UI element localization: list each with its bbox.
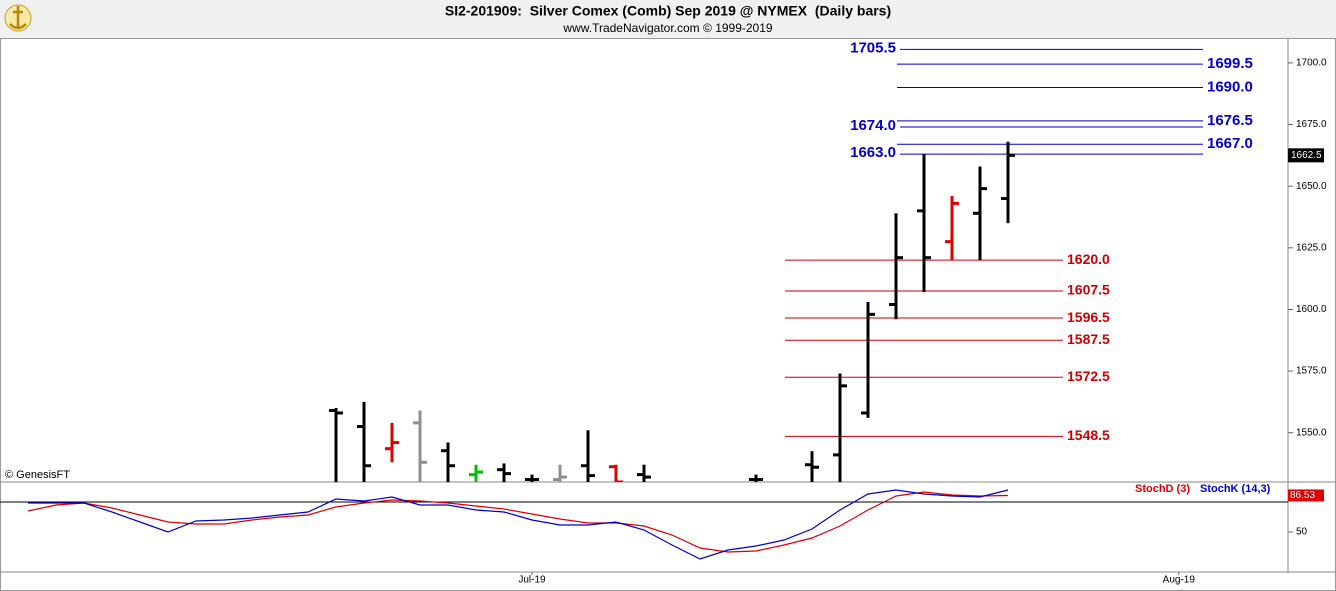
y-tick-label: 1625.0 bbox=[1296, 242, 1327, 253]
axes: 1550.0 1575.0 1600.0 1625.0 1650.0 1675.0 1700… bbox=[518, 39, 1327, 585]
y-tick-label: 1550.0 bbox=[1296, 427, 1327, 438]
stoch-line bbox=[28, 489, 1009, 560]
resistance-label: 1667.0 bbox=[1207, 135, 1253, 152]
chart-subtitle: www.TradeNavigator.com © 1999-2019 bbox=[562, 21, 772, 35]
resistance-label: 1699.5 bbox=[1207, 55, 1253, 72]
stoch-pane bbox=[0, 489, 1288, 560]
support-label: 1596.5 bbox=[1067, 309, 1110, 325]
chart-title: SI2-201909: Silver Comex (Comb) Sep 2019… bbox=[445, 3, 891, 19]
price-pane bbox=[329, 48, 1203, 482]
last-price-box bbox=[1288, 148, 1324, 163]
support-label: 1548.5 bbox=[1067, 427, 1110, 443]
last-stoch: 86.53 bbox=[1290, 490, 1315, 501]
x-tick-label: Aug-19 bbox=[1163, 575, 1196, 586]
resistance-label: 1676.5 bbox=[1207, 112, 1253, 129]
y-tick-label: 1650.0 bbox=[1296, 181, 1327, 192]
legend-entry: StochD (3) bbox=[1135, 483, 1190, 495]
header-bg bbox=[0, 0, 1336, 38]
y-tick-label: 1575.0 bbox=[1296, 366, 1327, 377]
stoch-line bbox=[27, 491, 1009, 553]
resistance-label: 1705.5 bbox=[850, 39, 896, 56]
resistance-label: 1663.0 bbox=[850, 144, 896, 161]
support-label: 1620.0 bbox=[1067, 251, 1110, 267]
frame bbox=[0, 38, 1336, 591]
support-label: 1572.5 bbox=[1067, 368, 1110, 384]
legend-entry: StochK (14,3) bbox=[1200, 483, 1271, 495]
support-label: 1607.5 bbox=[1067, 282, 1110, 298]
y-tick-label: 1600.0 bbox=[1296, 304, 1327, 315]
y2-tick-label: 50 bbox=[1296, 527, 1308, 538]
resistance-label: 1690.0 bbox=[1207, 79, 1253, 96]
y-tick-label: 1675.0 bbox=[1296, 119, 1327, 130]
source: © GenesisFT bbox=[5, 469, 70, 481]
last-stoch-box bbox=[1288, 489, 1324, 502]
y-tick-label: 1700.0 bbox=[1296, 58, 1327, 69]
support-label: 1587.5 bbox=[1067, 331, 1110, 347]
last-price: 1662.5 bbox=[1291, 150, 1322, 161]
logo bbox=[4, 4, 32, 32]
resistance-label: 1674.0 bbox=[850, 117, 896, 134]
x-tick-label: Jul-19 bbox=[518, 575, 546, 586]
